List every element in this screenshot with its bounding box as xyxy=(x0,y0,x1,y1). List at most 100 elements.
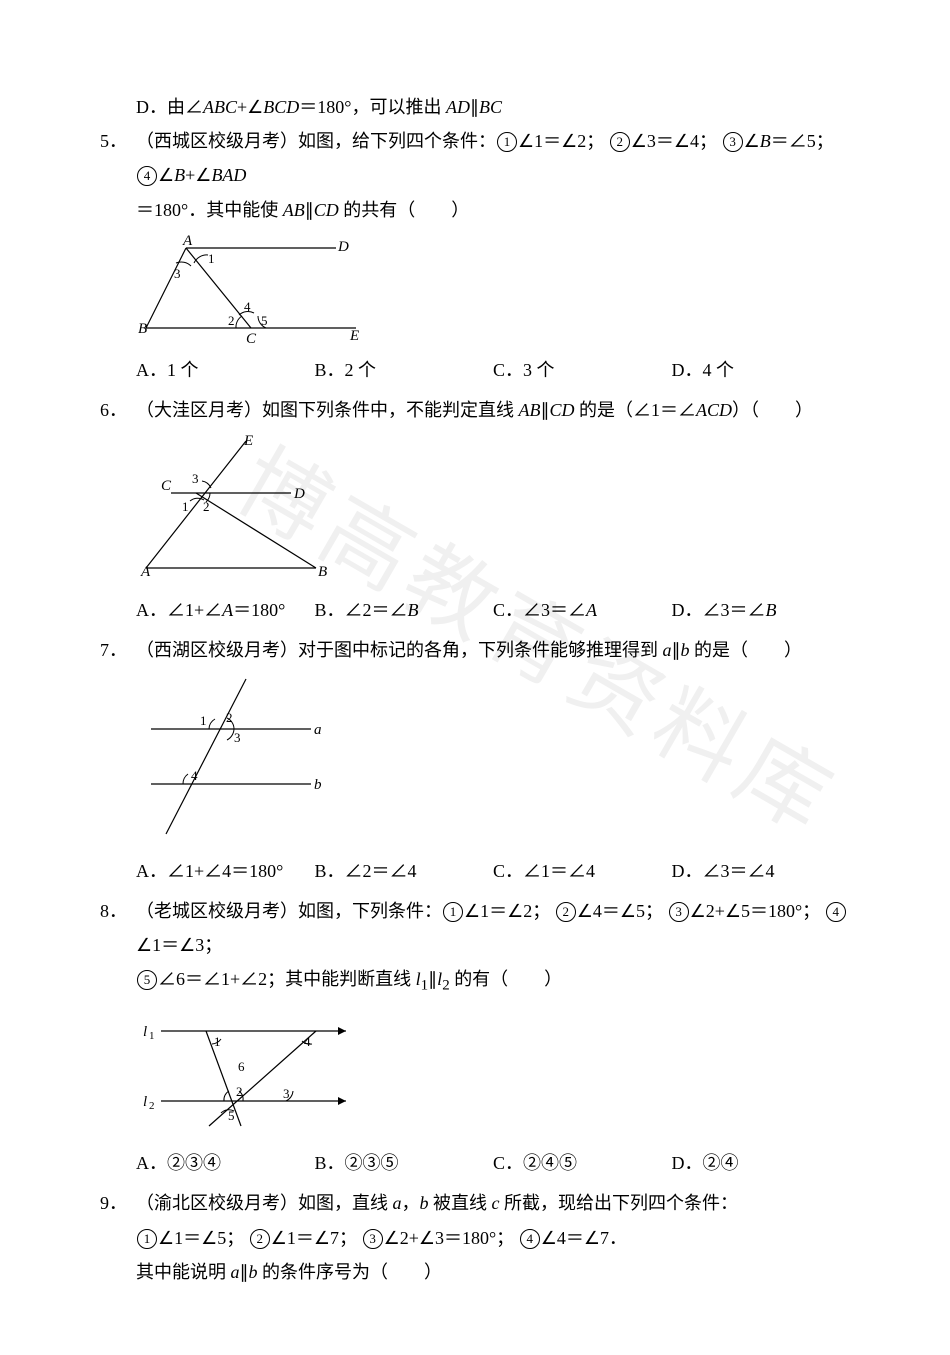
q5-line2: ＝180°．其中能使 AB∥CD 的共有（ ） xyxy=(100,193,850,227)
q6C-a: C．∠3＝∠ xyxy=(493,600,586,620)
q5-fig-D: D xyxy=(337,239,349,255)
q6-body: （大洼区月考）如图下列条件中，不能判定直线 AB∥CD 的是（∠1＝∠ACD）（… xyxy=(136,393,850,427)
q6-end: ）（ ） xyxy=(732,400,813,420)
q5-l2e: 的共有（ ） xyxy=(339,200,470,220)
q5-num: 5． xyxy=(100,124,136,158)
q7-a: a xyxy=(663,640,672,660)
circled-5: 5 xyxy=(137,970,157,990)
q5-optC: C．3 个 xyxy=(493,353,672,387)
q6-fig-C: C xyxy=(161,478,172,494)
question-5: 5． （西城区校级月考）如图，给下列四个条件：1∠1＝∠2； 2∠3＝∠4； 3… xyxy=(100,124,850,387)
q5-c2: ∠3＝∠4； xyxy=(631,131,717,151)
circled-4b: 4 xyxy=(826,902,846,922)
q6A-c: ＝180° xyxy=(233,600,285,620)
q6-optC: C．∠3＝∠A xyxy=(493,593,672,627)
q6-fig-n2: 2 xyxy=(203,499,210,514)
q6B-b: B xyxy=(408,600,419,620)
q6-prefix: （大洼区月考）如图下列条件中，不能判定直线 xyxy=(136,400,519,420)
q6D-a: D．∠3＝∠ xyxy=(672,600,766,620)
q8-options: A．②③④ B．②③⑤ C．②④⑤ D．②④ xyxy=(100,1146,850,1180)
q5-fig-n4: 4 xyxy=(244,299,251,314)
q6-fig-A: A xyxy=(140,564,151,580)
q5-optA: A．1 个 xyxy=(136,353,315,387)
q6-fig-n3: 3 xyxy=(192,471,199,486)
q5-c4c: +∠ xyxy=(185,165,211,185)
q8-c1: ∠1＝∠2； xyxy=(464,901,550,921)
opt-d-para: ∥ xyxy=(470,97,479,117)
q9-c2: ∠1＝∠7； xyxy=(271,1228,357,1248)
q5-prefix: （西城区校级月考）如图，给下列四个条件： xyxy=(136,131,496,151)
q8-body: （老城区校级月考）如图，下列条件：1∠1＝∠2； 2∠4＝∠5； 3∠2+∠5＝… xyxy=(136,894,850,962)
q9-c: c xyxy=(492,1193,500,1213)
q7-fig-a: a xyxy=(314,722,322,738)
q7-fig-b: b xyxy=(314,777,322,793)
q8-num: 8． xyxy=(100,894,136,928)
q7-num: 7． xyxy=(100,633,136,667)
q5-c3b: B xyxy=(760,131,771,151)
q8-optA: A．②③④ xyxy=(136,1146,315,1180)
circled-1b: 1 xyxy=(443,902,463,922)
q9-prefix: （渝北区校级月考）如图，直线 xyxy=(136,1193,393,1213)
q6-fig-E: E xyxy=(243,433,253,449)
q5-figure: A B C D E 1 3 4 2 5 xyxy=(100,233,850,343)
q5-l2b: AB xyxy=(283,200,305,220)
q9-circ2: 2 xyxy=(250,1229,270,1249)
q6-fig-D: D xyxy=(293,486,305,502)
q7-b: b xyxy=(681,640,690,660)
opt-d-plus: +∠ xyxy=(237,97,263,117)
q9-circ4: 4 xyxy=(520,1229,540,1249)
q6-optA: A．∠1+∠A＝180° xyxy=(136,593,315,627)
q9-l3e: 的条件序号为（ ） xyxy=(258,1262,443,1282)
q8-fig-l1: l xyxy=(143,1024,147,1040)
q9-c4: ∠4＝∠7． xyxy=(541,1228,627,1248)
q5-fig-A: A xyxy=(182,233,193,249)
q7-options: A．∠1+∠4＝180° B．∠2＝∠4 C．∠1＝∠4 D．∠3＝∠4 xyxy=(100,854,850,888)
q5-fig-E: E xyxy=(349,328,359,343)
q9-num: 9． xyxy=(100,1186,136,1220)
q8-l2a: ∠6＝∠1+∠2；其中能判断直线 xyxy=(158,969,416,989)
q7-optA: A．∠1+∠4＝180° xyxy=(136,854,315,888)
q8-line2: 5∠6＝∠1+∠2；其中能判断直线 l1∥l2 的有（ ） xyxy=(100,962,850,1000)
q6D-b: B xyxy=(766,600,777,620)
opt-d-bcd: BCD xyxy=(263,97,299,117)
circled-1: 1 xyxy=(497,132,517,152)
opt-d-ad: AD xyxy=(446,97,470,117)
q8-prefix: （老城区校级月考）如图，下列条件： xyxy=(136,901,442,921)
q8-fig-n3: 3 xyxy=(283,1086,290,1101)
q5-l2d: CD xyxy=(314,200,339,220)
q5-fig-n5: 5 xyxy=(261,313,268,328)
q7-fig-n4: 4 xyxy=(191,768,198,783)
q8-fig-l2: l xyxy=(143,1094,147,1110)
q9-b: b xyxy=(420,1193,429,1213)
q8-c3: ∠2+∠5＝180°； xyxy=(690,901,821,921)
q6-suffix: 的是（∠1＝∠ xyxy=(575,400,697,420)
q5-optB: B．2 个 xyxy=(315,353,494,387)
q6-optD: D．∠3＝∠B xyxy=(672,593,851,627)
q7-figure: a b 1 2 3 4 xyxy=(100,674,850,844)
q8-l2c: ∥ xyxy=(428,969,437,989)
prev-option-d: D．由∠ABC+∠BCD＝180°，可以推出 AD∥BC xyxy=(100,90,850,124)
question-8: 8． （老城区校级月考）如图，下列条件：1∠1＝∠2； 2∠4＝∠5； 3∠2+… xyxy=(100,894,850,1181)
q6B-a: B．∠2＝∠ xyxy=(315,600,408,620)
circled-4: 4 xyxy=(137,166,157,186)
q7-fig-n2: 2 xyxy=(226,710,233,725)
q9-c3: ∠2+∠3＝180°； xyxy=(384,1228,515,1248)
q6-fig-n1: 1 xyxy=(182,499,189,514)
q9-l3b: a xyxy=(231,1262,240,1282)
q9-comma: ， xyxy=(402,1193,420,1213)
question-7: 7． （西湖区校级月考）对于图中标记的各角，下列条件能够推理得到 a∥b 的是（… xyxy=(100,633,850,887)
q5-c4a: ∠ xyxy=(158,165,174,185)
opt-d-eq: ＝180°，可以推出 xyxy=(299,97,446,117)
q6-cd: CD xyxy=(550,400,575,420)
q6A-b: A xyxy=(222,600,233,620)
q9-body: （渝北区校级月考）如图，直线 a，b 被直线 c 所截，现给出下列四个条件： xyxy=(136,1186,850,1220)
q9-c1: ∠1＝∠5； xyxy=(158,1228,244,1248)
q6C-b: A xyxy=(586,600,597,620)
q5-c3a: ∠ xyxy=(744,131,760,151)
q5-fig-n2: 2 xyxy=(228,313,235,328)
q5-body: （西城区校级月考）如图，给下列四个条件：1∠1＝∠2； 2∠3＝∠4； 3∠B＝… xyxy=(136,124,850,192)
q8-fig-l2s: 2 xyxy=(149,1100,155,1112)
q8-optB: B．②③⑤ xyxy=(315,1146,494,1180)
q9-l3d: b xyxy=(249,1262,258,1282)
q7-fig-n1: 1 xyxy=(200,713,207,728)
